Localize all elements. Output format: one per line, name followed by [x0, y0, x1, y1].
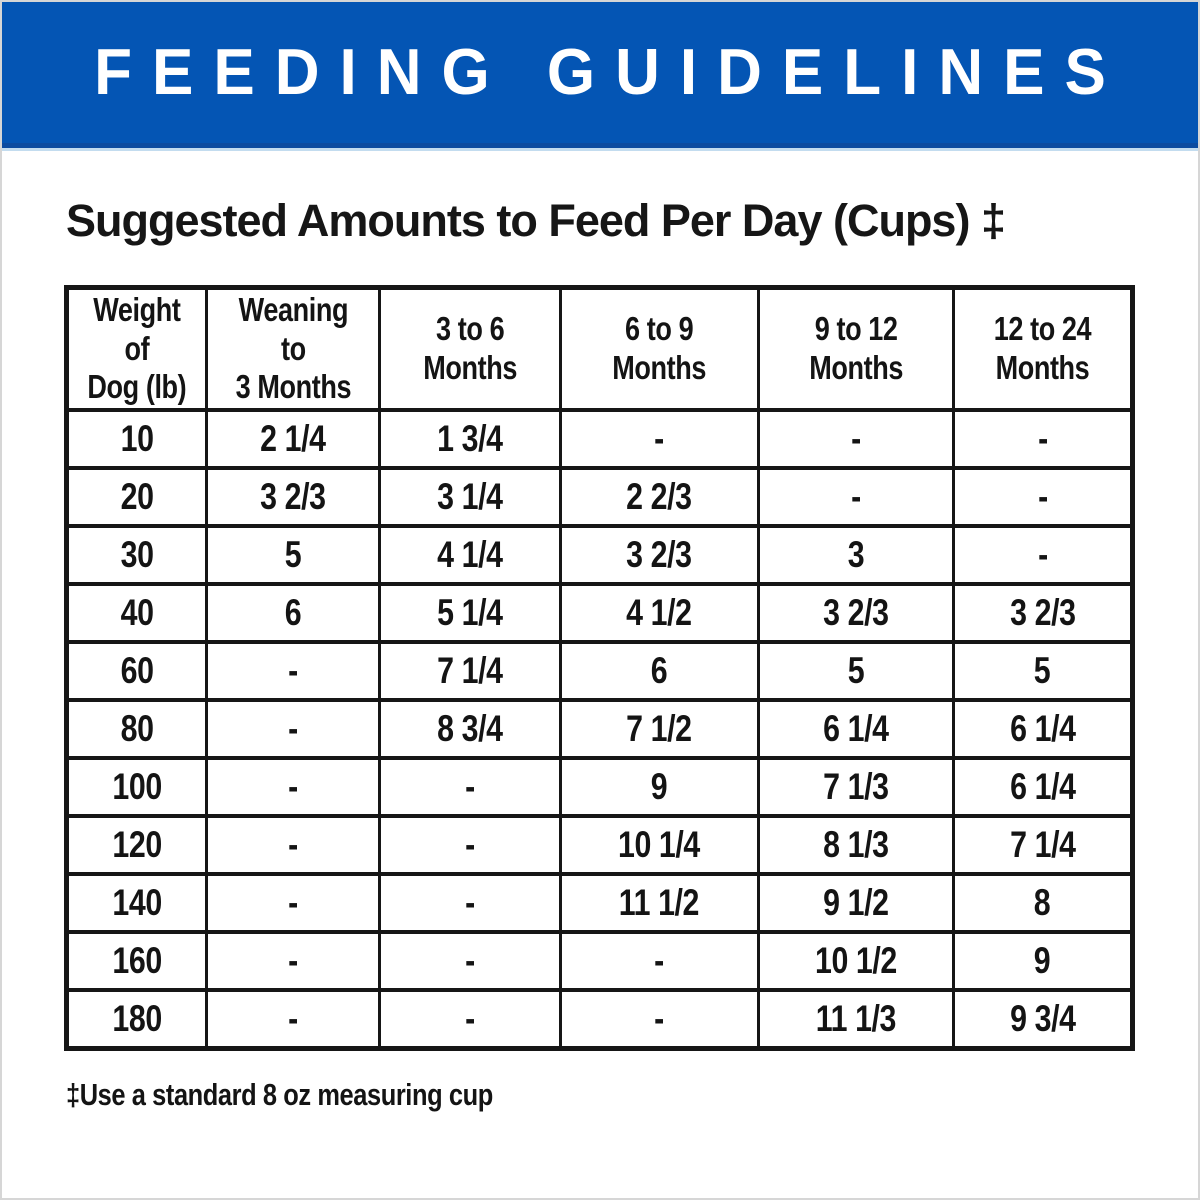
amount-cell: 5 — [756, 640, 955, 702]
header-banner: FEEDING GUIDELINES — [2, 2, 1198, 148]
amount-cell: 4 1/4 — [378, 524, 562, 586]
column-header-9-12mo: 9 to 12 Months — [756, 285, 955, 412]
amount-cell: - — [204, 872, 382, 934]
amount-cell: 3 2/3 — [951, 582, 1135, 644]
amount-cell: - — [204, 930, 382, 992]
amount-cell: 9 — [951, 930, 1135, 992]
column-header-3-6mo: 3 to 6 Months — [378, 285, 562, 412]
amount-cell: - — [378, 988, 562, 1051]
weight-cell: 140 — [65, 872, 208, 934]
weight-cell: 160 — [65, 930, 208, 992]
weight-cell: 20 — [65, 466, 208, 528]
amount-cell: - — [204, 698, 382, 760]
amount-cell: 5 — [951, 640, 1135, 702]
table-row: 100- -9 7 1/3 6 1/4 — [65, 756, 1135, 818]
amount-cell: - — [204, 756, 382, 818]
table-row: 180- - -11 1/3 9 3/4 — [65, 988, 1135, 1051]
table-row: 60-7 1/4 6 5 5 — [65, 640, 1135, 702]
amount-cell: 5 1/4 — [378, 582, 562, 644]
table-body: 10 2 1/4 1 3/4- - -20 3 2/3 3 1/4 2 2/3- -30 5 4 1… — [65, 408, 1135, 1051]
amount-cell: - — [204, 988, 382, 1051]
column-header-6-9mo: 6 to 9 Months — [558, 285, 760, 412]
weight-cell: 100 — [65, 756, 208, 818]
weight-cell: 30 — [65, 524, 208, 586]
amount-cell: 10 1/4 — [558, 814, 760, 876]
weight-cell: 10 — [65, 408, 208, 470]
amount-cell: 8 — [951, 872, 1135, 934]
amount-cell: - — [558, 408, 760, 470]
amount-cell: 6 — [558, 640, 760, 702]
amount-cell: - — [378, 930, 562, 992]
amount-cell: - — [951, 408, 1135, 470]
amount-cell: - — [204, 814, 382, 876]
amount-cell: 1 3/4 — [378, 408, 562, 470]
table-header-row: Weight of Dog (lb) Weaning to 3 Months 3… — [65, 285, 1135, 412]
amount-cell: 3 2/3 — [756, 582, 955, 644]
amount-cell: 2 2/3 — [558, 466, 760, 528]
page-title: FEEDING GUIDELINES — [94, 36, 1126, 109]
amount-cell: - — [756, 466, 955, 528]
amount-cell: 7 1/4 — [951, 814, 1135, 876]
amount-cell: - — [204, 640, 382, 702]
footnote: ‡Use a standard 8 oz measuring cup — [66, 1077, 493, 1112]
table-subtitle: Suggested Amounts to Feed Per Day (Cups)… — [66, 195, 1006, 246]
amount-cell: 6 1/4 — [756, 698, 955, 760]
amount-cell: - — [378, 756, 562, 818]
amount-cell: 8 3/4 — [378, 698, 562, 760]
table-row: 40 6 5 1/4 4 1/2 3 2/3 3 2/3 — [65, 582, 1135, 644]
amount-cell: 3 2/3 — [558, 524, 760, 586]
amount-cell: 6 1/4 — [951, 756, 1135, 818]
weight-cell: 60 — [65, 640, 208, 702]
weight-cell: 120 — [65, 814, 208, 876]
amount-cell: 5 — [204, 524, 382, 586]
amount-cell: - — [951, 524, 1135, 586]
amount-cell: 6 — [204, 582, 382, 644]
table-row: 80-8 3/4 7 1/2 6 1/4 6 1/4 — [65, 698, 1135, 760]
weight-cell: 40 — [65, 582, 208, 644]
amount-cell: 7 1/4 — [378, 640, 562, 702]
feeding-amounts-table: Weight of Dog (lb) Weaning to 3 Months 3… — [64, 285, 1135, 1051]
amount-cell: 7 1/3 — [756, 756, 955, 818]
amount-cell: - — [378, 872, 562, 934]
amount-cell: - — [558, 988, 760, 1051]
amount-cell: - — [951, 466, 1135, 528]
column-header-weight: Weight of Dog (lb) — [65, 285, 208, 412]
amount-cell: - — [378, 814, 562, 876]
table-row: 20 3 2/3 3 1/4 2 2/3- - — [65, 466, 1135, 528]
amount-cell: 9 3/4 — [951, 988, 1135, 1051]
table-row: 30 5 4 1/4 3 2/3 3- — [65, 524, 1135, 586]
amount-cell: 11 1/2 — [558, 872, 760, 934]
amount-cell: 11 1/3 — [756, 988, 955, 1051]
amount-cell: 9 1/2 — [756, 872, 955, 934]
amount-cell: 3 — [756, 524, 955, 586]
column-header-12-24mo: 12 to 24 Months — [951, 285, 1135, 412]
banner-accent-strip — [2, 148, 1198, 151]
amount-cell: 7 1/2 — [558, 698, 760, 760]
amount-cell: 9 — [558, 756, 760, 818]
table-row: 120- -10 1/4 8 1/3 7 1/4 — [65, 814, 1135, 876]
table-row: 10 2 1/4 1 3/4- - - — [65, 408, 1135, 470]
amount-cell: 4 1/2 — [558, 582, 760, 644]
table-row: 160- - -10 1/2 9 — [65, 930, 1135, 992]
table-row: 140- -11 1/2 9 1/2 8 — [65, 872, 1135, 934]
amount-cell: 8 1/3 — [756, 814, 955, 876]
weight-cell: 180 — [65, 988, 208, 1051]
column-header-weaning-3mo: Weaning to 3 Months — [204, 285, 382, 412]
amount-cell: 6 1/4 — [951, 698, 1135, 760]
amount-cell: - — [558, 930, 760, 992]
amount-cell: - — [756, 408, 955, 470]
amount-cell: 2 1/4 — [204, 408, 382, 470]
amount-cell: 3 2/3 — [204, 466, 382, 528]
weight-cell: 80 — [65, 698, 208, 760]
amount-cell: 10 1/2 — [756, 930, 955, 992]
amount-cell: 3 1/4 — [378, 466, 562, 528]
